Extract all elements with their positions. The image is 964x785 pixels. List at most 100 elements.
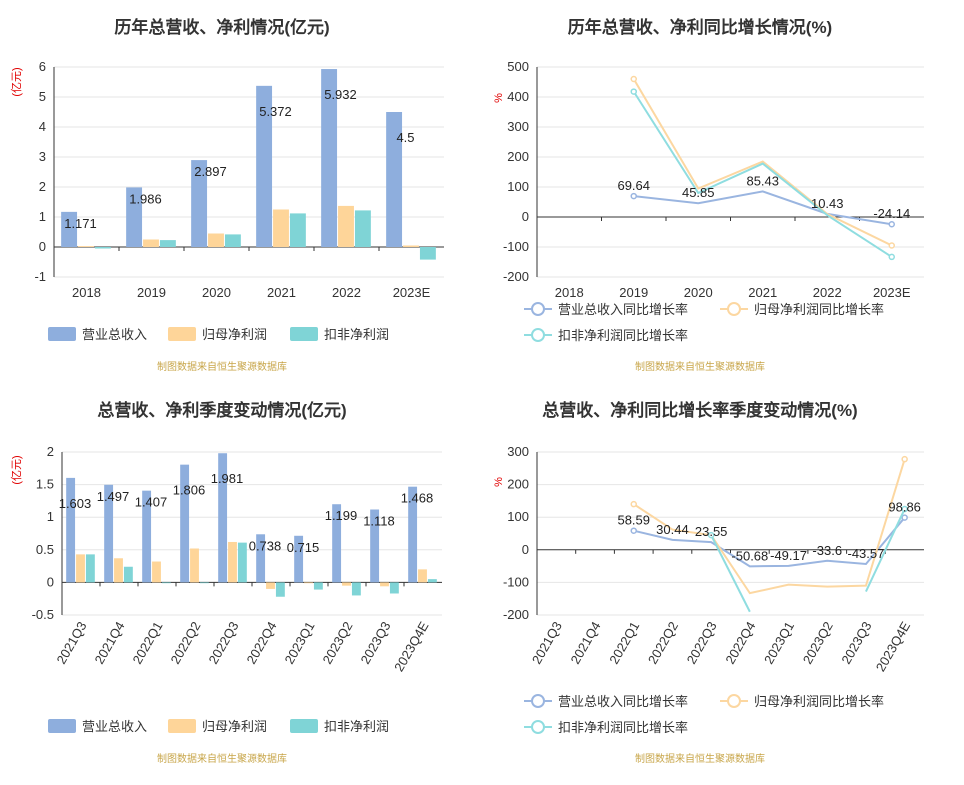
line-point	[888, 242, 895, 249]
y-tick-label: 500	[507, 59, 529, 74]
data-label: 1.171	[64, 216, 97, 231]
data-label: 1.806	[173, 483, 206, 498]
bar	[380, 582, 389, 587]
y-tick-label: 0.5	[36, 542, 54, 557]
bar	[126, 187, 143, 247]
bar	[114, 558, 123, 583]
data-label: 0.738	[249, 538, 282, 553]
series-line	[633, 190, 892, 226]
bar	[228, 541, 237, 583]
bar	[266, 582, 275, 589]
y-tick-label: 0	[39, 239, 46, 254]
data-label: 5.932	[324, 87, 357, 102]
bar	[208, 233, 224, 247]
y-axis-unit-label: %	[493, 93, 505, 103]
bar	[338, 205, 354, 247]
data-label: -24.14	[873, 206, 910, 221]
data-label: -33.6	[812, 543, 842, 558]
x-tick-label: 2022Q1	[129, 619, 165, 667]
data-label: 69.64	[617, 178, 650, 193]
x-tick-label: 2022	[813, 285, 842, 300]
legend-label: 归母净利润同比增长率	[754, 302, 884, 317]
data-label: 58.59	[617, 513, 650, 528]
legend-label: 扣非净利润同比增长率	[558, 720, 688, 735]
y-tick-label: 0	[522, 209, 529, 224]
legend-label: 营业总收入同比增长率	[558, 302, 688, 317]
source-note: 制图数据来自恒生聚源数据库	[635, 360, 765, 373]
x-tick-label: 2023Q3	[838, 619, 874, 667]
data-label: 1.407	[135, 495, 168, 510]
legend-marker	[727, 302, 741, 316]
data-label: 1.468	[401, 491, 434, 506]
y-tick-label: -100	[503, 574, 529, 589]
bar	[152, 561, 161, 583]
quarterly-growth-line-chart: 总营收、净利同比增长率季度变动情况(%)% -200 -100 0 100 200 300 2…	[493, 400, 924, 765]
y-tick-label: -200	[503, 269, 529, 284]
x-tick-label: 2022Q4	[243, 619, 279, 667]
data-label: 1.118	[363, 514, 395, 529]
x-tick-label: 2022Q2	[645, 619, 681, 667]
data-label: 45.85	[682, 185, 715, 200]
chart-title: 历年总营收、净利情况(亿元)	[114, 17, 329, 37]
x-tick-label: 2020	[202, 285, 231, 300]
data-label: 10.43	[811, 196, 844, 211]
x-tick-label: 2022Q3	[684, 619, 720, 667]
y-tick-label: 400	[507, 89, 529, 104]
legend-marker	[531, 720, 545, 734]
line-point	[901, 455, 908, 463]
y-tick-label: 3	[39, 149, 46, 164]
bar	[143, 239, 159, 247]
y-tick-label: 100	[507, 509, 529, 524]
data-label: 2.897	[194, 164, 227, 179]
bar	[142, 490, 152, 583]
y-tick-label: 1.5	[36, 477, 54, 492]
bar	[256, 85, 273, 247]
bar	[199, 582, 209, 584]
legend-label: 营业总收入同比增长率	[558, 694, 688, 709]
series-line	[633, 516, 906, 568]
y-tick-label: 1	[47, 509, 54, 524]
legend-swatch	[48, 719, 76, 733]
bar	[237, 542, 247, 583]
y-tick-label: -0.5	[32, 607, 54, 622]
data-label: -49.17	[770, 548, 807, 563]
bar	[419, 247, 436, 260]
data-label: 30.44	[656, 522, 689, 537]
bar	[161, 582, 171, 584]
bar	[159, 240, 176, 247]
y-axis-unit-label: (亿元)	[10, 455, 23, 484]
legend-marker	[531, 694, 545, 708]
bar	[94, 247, 111, 249]
y-tick-label: 200	[507, 149, 529, 164]
y-axis-unit-label: (亿元)	[10, 67, 23, 96]
bar	[191, 160, 208, 247]
x-tick-label: 2021Q3	[529, 619, 565, 667]
bar	[403, 245, 419, 247]
legend-label: 扣非净利润	[324, 719, 389, 734]
y-tick-label: -200	[503, 607, 529, 622]
bar	[408, 486, 418, 583]
legend-marker	[531, 328, 545, 342]
x-tick-label: 2021Q4	[91, 619, 127, 667]
legend-swatch	[290, 327, 318, 341]
line-point	[630, 527, 637, 534]
bar	[218, 453, 228, 583]
legend-swatch	[48, 327, 76, 341]
bar	[289, 213, 306, 247]
x-tick-label: 2023Q1	[761, 619, 797, 667]
y-tick-label: 100	[507, 179, 529, 194]
x-tick-label: 2022	[332, 285, 361, 300]
y-tick-label: 5	[39, 89, 46, 104]
line-point	[630, 192, 637, 200]
bar	[85, 554, 95, 583]
x-tick-label: 2020	[684, 285, 713, 300]
line-point	[630, 88, 637, 95]
bar	[294, 535, 304, 583]
x-tick-label: 2023Q2	[800, 619, 836, 667]
x-tick-label: 2022Q1	[606, 619, 642, 667]
bar	[256, 534, 266, 583]
data-label: 85.43	[746, 173, 779, 188]
bar	[180, 464, 190, 583]
legend-label: 扣非净利润同比增长率	[558, 328, 688, 343]
x-tick-label: 2022Q3	[205, 619, 241, 667]
